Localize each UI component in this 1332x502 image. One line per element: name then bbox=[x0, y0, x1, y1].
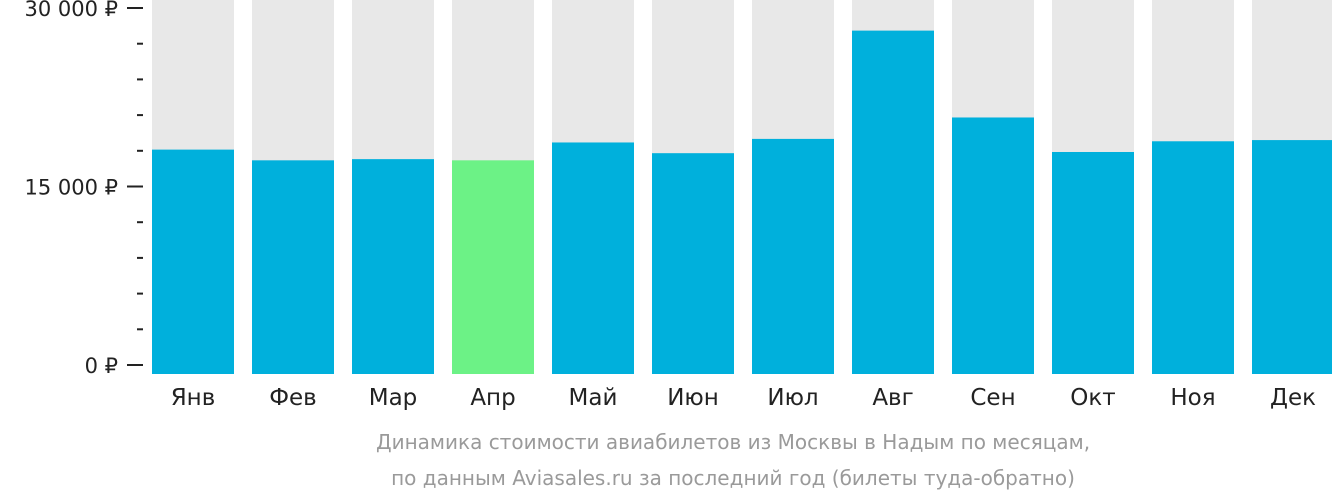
bar-2 bbox=[252, 160, 334, 374]
x-tick-label: Дек bbox=[1270, 385, 1316, 411]
x-tick-label: Мар bbox=[369, 385, 418, 411]
bar-4 bbox=[452, 160, 534, 374]
bar-3 bbox=[352, 159, 434, 374]
y-tick-label: 30 000 ₽ bbox=[24, 0, 118, 21]
bar-6 bbox=[652, 153, 734, 374]
x-tick-label: Май bbox=[569, 385, 618, 411]
bar-5 bbox=[552, 142, 634, 374]
x-axis-labels: Янв Фев Мар Апр Май Июн Июл Авг Сен Окт Ноя Дек bbox=[171, 385, 1316, 411]
x-tick-label: Июн bbox=[667, 385, 719, 411]
y-axis: 0 ₽ 15 000 ₽ 30 000 ₽ bbox=[24, 0, 143, 378]
y-tick-label: 0 ₽ bbox=[85, 354, 118, 378]
x-tick-label: Окт bbox=[1070, 385, 1115, 411]
bar-9 bbox=[952, 117, 1034, 374]
chart-caption-line-1: Динамика стоимости авиабилетов из Москвы… bbox=[375, 430, 1091, 454]
x-tick-label: Ноя bbox=[1170, 385, 1215, 411]
bar-chart: 0 ₽ 15 000 ₽ 30 000 ₽ Янв Фев Мар Апр Май Июн Ию… bbox=[24, 0, 1332, 411]
x-tick-label: Апр bbox=[470, 385, 515, 411]
bar-8 bbox=[852, 30, 934, 375]
bar-10 bbox=[1052, 151, 1134, 374]
x-tick-label: Сен bbox=[970, 385, 1015, 411]
bar-7 bbox=[752, 138, 834, 374]
x-tick-label: Июл bbox=[767, 385, 818, 411]
bar-1 bbox=[152, 149, 234, 374]
bar-12 bbox=[1252, 140, 1332, 374]
chart-caption-line-2: по данным Aviasales.ru за последний год … bbox=[391, 466, 1075, 490]
y-tick-label: 15 000 ₽ bbox=[24, 176, 118, 200]
bar-11 bbox=[1152, 141, 1234, 374]
x-tick-label: Фев bbox=[269, 385, 317, 411]
x-tick-label: Авг bbox=[872, 385, 913, 411]
bars bbox=[152, 30, 1332, 375]
x-tick-label: Янв bbox=[171, 385, 216, 411]
